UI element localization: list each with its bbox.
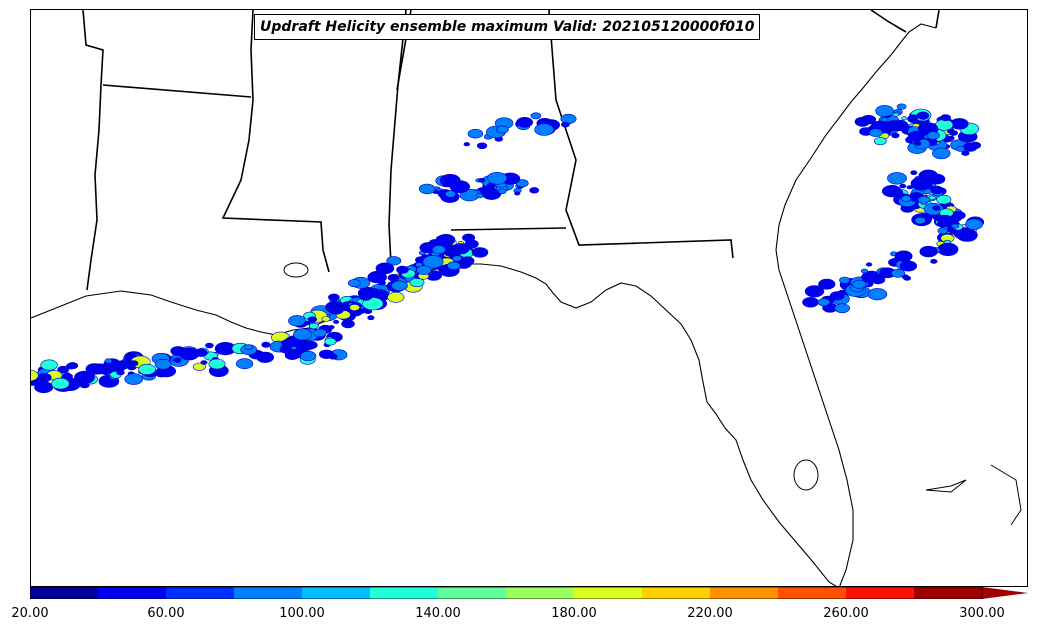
- atlantic-coastline: [775, 23, 937, 586]
- colorbar-segment: [914, 587, 982, 599]
- colorbar-tick-label: 260.00: [823, 606, 869, 621]
- colorbar-tick-label: 220.00: [687, 606, 733, 621]
- colorbar: [30, 587, 1028, 599]
- colorbar-tick-label: 140.00: [415, 606, 461, 621]
- map-title: Updraft Helicity ensemble maximum Valid:…: [254, 14, 761, 40]
- map-panel: [30, 9, 1028, 587]
- colorbar-segment: [166, 587, 234, 599]
- colorbar-segment: [710, 587, 778, 599]
- colorbar-segment: [642, 587, 710, 599]
- colorbar-segment: [778, 587, 846, 599]
- colorbar-segment: [302, 587, 370, 599]
- colorbar-tick-label: 300.00: [959, 606, 1005, 621]
- colorbar-segment: [98, 587, 166, 599]
- colorbar-segment: [234, 587, 302, 599]
- lakes: [283, 262, 1022, 526]
- colorbar-segment: [370, 587, 438, 599]
- colorbar-extend-arrow: [982, 587, 1028, 599]
- gulf-coastline: [31, 263, 837, 586]
- colorbar-segment: [30, 587, 98, 599]
- helicity-swaths: [31, 103, 985, 394]
- colorbar-segment: [574, 587, 642, 599]
- colorbar-segment: [846, 587, 914, 599]
- colorbar-tick-label: 180.00: [551, 606, 597, 621]
- state-borders: [82, 10, 940, 291]
- colorbar-tick-label: 60.00: [147, 606, 185, 621]
- colorbar-segment: [506, 587, 574, 599]
- colorbar-segment: [438, 587, 506, 599]
- map-canvas: [31, 10, 1022, 586]
- colorbar-tick-label: 100.00: [279, 606, 325, 621]
- colorbar-tick-label: 20.00: [11, 606, 49, 621]
